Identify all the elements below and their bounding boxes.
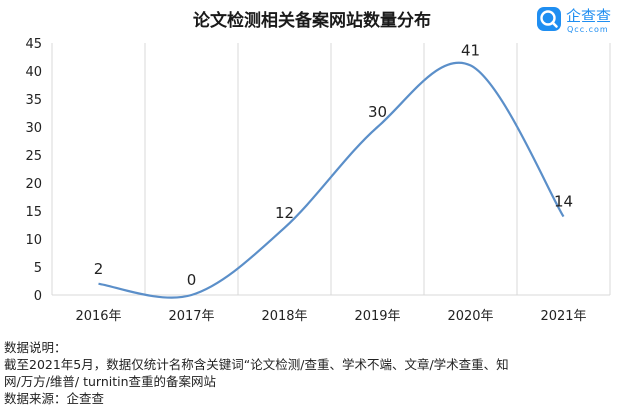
x-tick-label: 2018年	[261, 309, 307, 324]
data-label: 0	[187, 271, 197, 289]
y-tick-label: 35	[25, 93, 42, 108]
y-tick-label: 20	[25, 177, 42, 192]
data-label: 14	[554, 193, 573, 211]
x-tick-label: 2019年	[354, 309, 400, 324]
x-tick-label: 2016年	[75, 309, 121, 324]
x-tick-label: 2017年	[168, 309, 214, 324]
y-tick-label: 0	[34, 289, 42, 304]
series-line	[98, 61, 565, 299]
series	[98, 61, 565, 299]
notes: 数据说明： 截至2021年5月，数据仅统计名称含关键词“论文检测/查重、学术不端…	[4, 339, 636, 407]
qcc-logo-icon	[537, 7, 561, 31]
notes-line-2: 网/万方/维普/ turnitin查重的备案网站	[4, 374, 217, 389]
data-label: 30	[368, 103, 387, 121]
y-tick-label: 5	[34, 261, 42, 276]
data-label: 2	[94, 260, 104, 278]
y-tick-label: 45	[25, 37, 42, 52]
notes-heading: 数据说明：	[4, 340, 67, 355]
logo-name: 企查查	[566, 7, 611, 25]
y-tick-label: 10	[25, 233, 42, 248]
data-labels: 2 0 12 30 41 14	[94, 41, 573, 289]
y-tick-label: 15	[25, 205, 42, 220]
x-tick-label: 2021年	[540, 309, 586, 324]
y-tick-label: 40	[25, 65, 42, 80]
data-label: 41	[461, 41, 480, 59]
y-tick-label: 25	[25, 149, 42, 164]
y-tick-label: 30	[25, 121, 42, 136]
notes-source: 数据来源：企查查	[4, 391, 105, 406]
notes-line-1: 截至2021年5月，数据仅统计名称含关键词“论文检测/查重、学术不端、文章/学术…	[4, 357, 509, 372]
data-label: 12	[275, 204, 294, 222]
qcc-logo: 企查查 Qcc.com	[537, 7, 611, 34]
gridlines	[51, 43, 611, 295]
x-tick-label: 2020年	[447, 309, 493, 324]
logo-domain: Qcc.com	[567, 25, 609, 34]
chart-title: 论文检测相关备案网站数量分布	[193, 10, 431, 31]
